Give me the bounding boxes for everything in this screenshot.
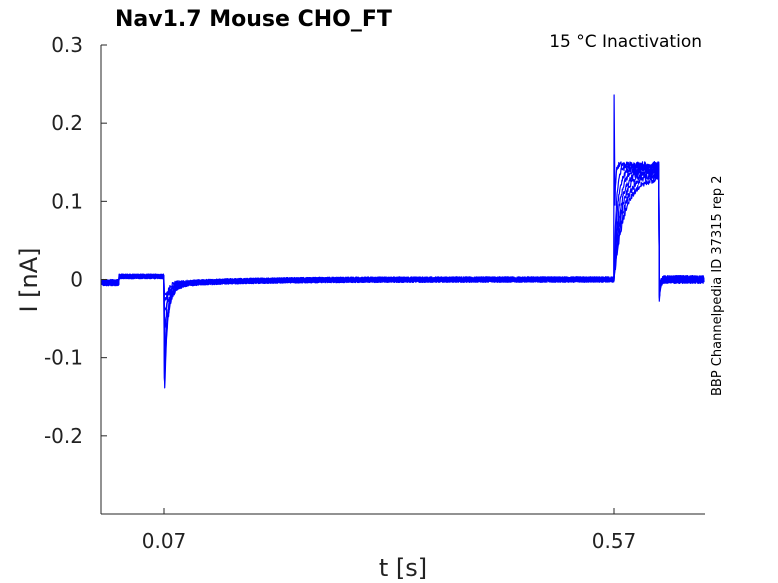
y-tick-label: 0.3 [51, 33, 83, 57]
plot-area: -0.2 -0.1 0 0.1 0.2 0.3 0.07 0.57 [44, 33, 705, 553]
y-tick-label: -0.1 [44, 346, 83, 370]
y-ticks-group: -0.2 -0.1 0 0.1 0.2 0.3 [44, 33, 107, 448]
annotation-text: 15 °C Inactivation [549, 32, 702, 52]
trace-sweep-1 [101, 94, 705, 384]
x-axis-label: t [s] [379, 554, 427, 582]
y-tick-label: 0.1 [51, 189, 83, 213]
side-label: BBP Channelpedia ID 37315 rep 2 [710, 175, 725, 396]
x-ticks-group: 0.07 0.57 [142, 508, 637, 553]
x-tick-label: 0.07 [142, 529, 187, 553]
y-axis-label: I [nA] [15, 247, 43, 312]
y-tick-label: -0.2 [44, 424, 83, 448]
y-tick-label: 0.2 [51, 111, 83, 135]
x-tick-label: 0.57 [592, 529, 637, 553]
y-tick-label: 0 [70, 268, 83, 292]
trace-sweep-8 [101, 176, 705, 296]
chart-title: Nav1.7 Mouse CHO_FT [115, 7, 392, 32]
traces-group [101, 94, 705, 389]
